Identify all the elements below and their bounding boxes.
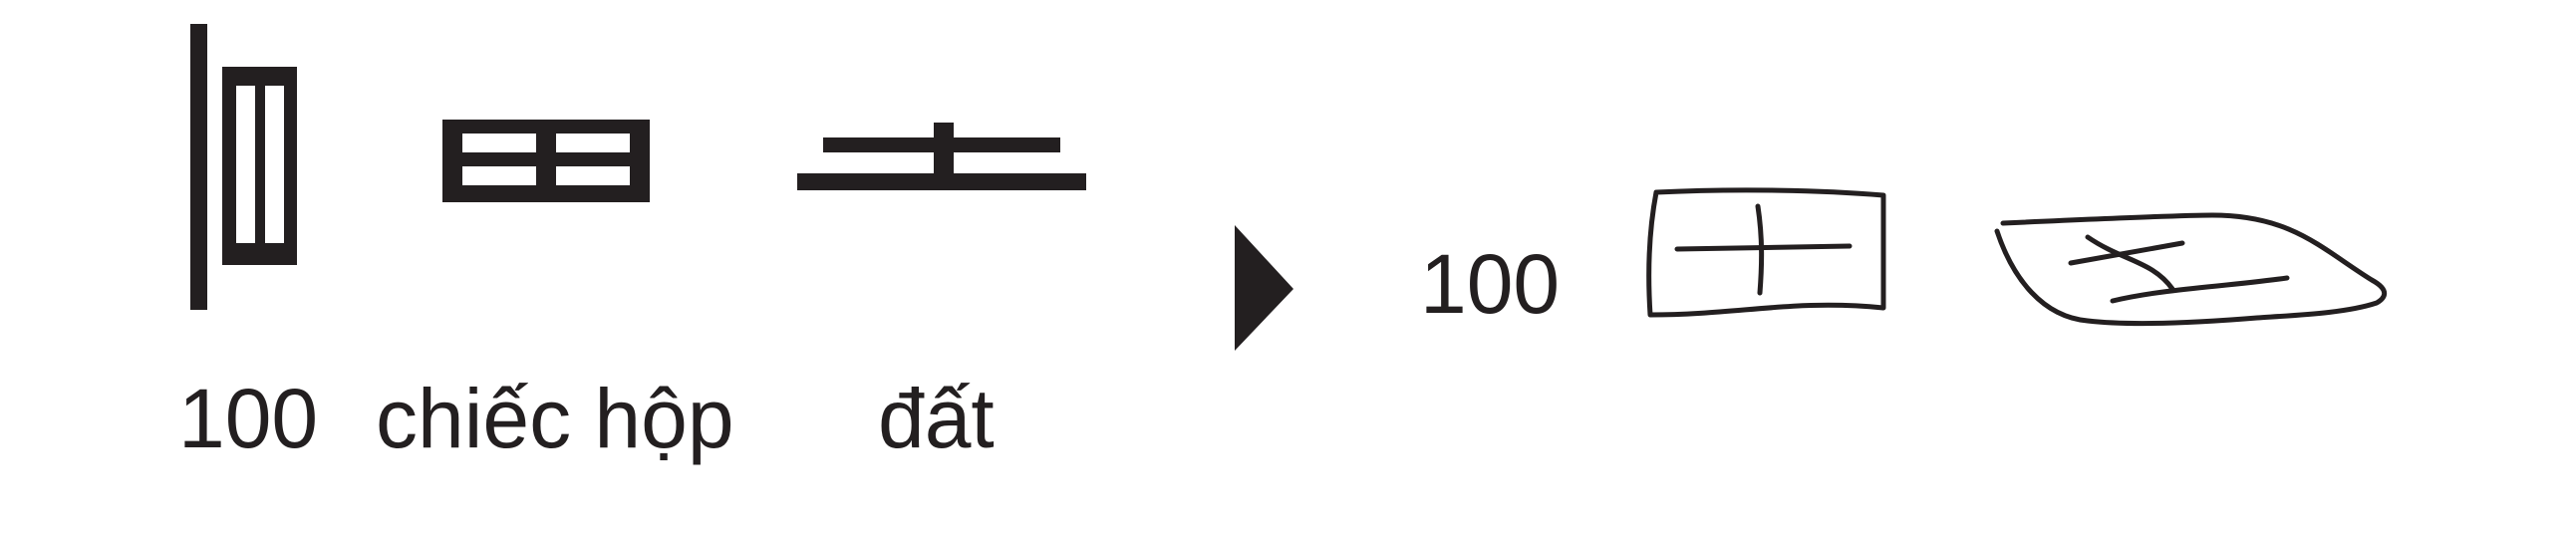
caption-number: 100: [178, 372, 319, 465]
caption-box: chiếc hộp: [376, 372, 734, 465]
sketched-box-icon: [1646, 187, 1886, 318]
tally-100-sign-icon: [190, 24, 297, 310]
sketched-earth-icon: [1994, 212, 2388, 327]
play-triangle-icon: [1235, 225, 1293, 351]
box-sign-icon: [442, 120, 650, 202]
result-number: 100: [1420, 237, 1561, 331]
earth-sign-icon: [797, 123, 1086, 190]
caption-earth: đất: [878, 372, 995, 465]
